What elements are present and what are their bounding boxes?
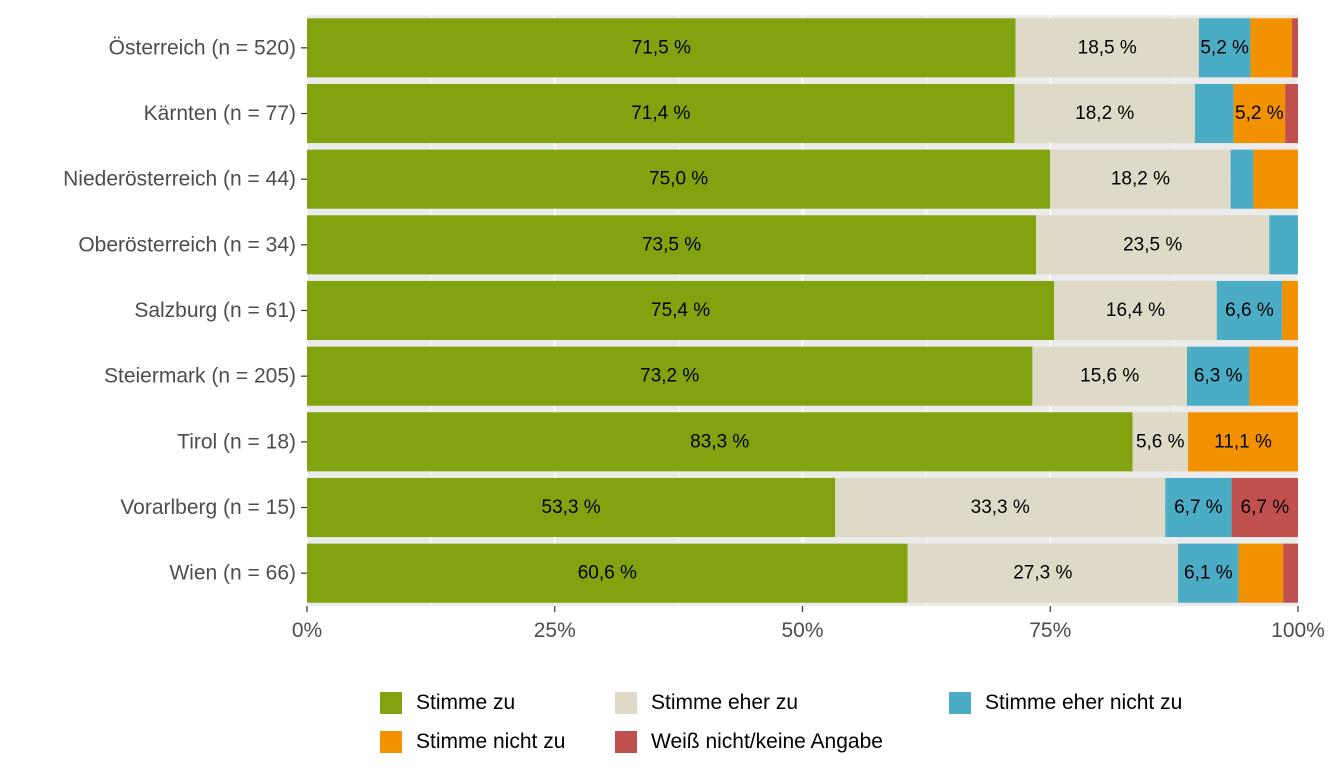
- legend-swatch: [615, 692, 637, 714]
- bar-segment: [307, 280, 1055, 341]
- bar-segment: [1165, 477, 1232, 538]
- bar-segment: [1216, 280, 1283, 341]
- bar-segment: [1285, 83, 1298, 144]
- bar-value-label: 6,6 %: [1225, 300, 1274, 321]
- legend-item-weiss-nicht: Weiß nicht/keine Angabe: [615, 727, 883, 757]
- bar-segment: [1230, 149, 1254, 209]
- bar-segment: [1014, 83, 1195, 144]
- category-label: Österreich (n = 520): [109, 36, 296, 59]
- bar-segment: [307, 83, 1015, 144]
- bar-segment: [307, 346, 1033, 406]
- bar-value-label: 5,2 %: [1235, 103, 1284, 124]
- category-label: Oberösterreich (n = 34): [78, 233, 296, 256]
- bar-segment: [1233, 83, 1286, 144]
- bar-segment: [1283, 543, 1298, 603]
- bar-value-label: 53,3 %: [542, 497, 601, 518]
- bar-segment: [1292, 18, 1298, 78]
- bar-segment: [307, 215, 1037, 275]
- legend-label: Stimme eher nicht zu: [985, 691, 1183, 714]
- bar-value-label: 16,4 %: [1106, 300, 1165, 321]
- legend-swatch: [949, 692, 971, 714]
- bar-value-label: 5,2 %: [1200, 37, 1249, 58]
- category-label: Salzburg (n = 61): [134, 299, 296, 322]
- legend: Stimme zu Stimme eher zu Stimme eher nic…: [380, 688, 1280, 758]
- category-label: Vorarlberg (n = 15): [120, 496, 296, 519]
- bar-segment: [1036, 215, 1270, 275]
- bar-segment: [1253, 149, 1298, 209]
- bar-segment: [1250, 18, 1293, 78]
- bar-segment: [1238, 543, 1284, 603]
- legend-item-stimme-eher-nicht-zu: Stimme eher nicht zu: [949, 688, 1182, 718]
- bar-segment: [907, 543, 1179, 603]
- bar-value-label: 83,3 %: [690, 431, 749, 452]
- bar-segment: [835, 477, 1166, 538]
- bar-value-label: 6,7 %: [1241, 497, 1290, 518]
- category-label: Steiermark (n = 205): [104, 365, 296, 388]
- legend-swatch: [380, 692, 402, 714]
- legend-swatch: [380, 731, 402, 753]
- bar-value-label: 71,4 %: [631, 103, 690, 124]
- legend-label: Stimme eher zu: [651, 691, 799, 714]
- bar-value-label: 23,5 %: [1123, 234, 1182, 255]
- category-label: Tirol (n = 18): [177, 430, 296, 453]
- bar-segment: [1178, 543, 1239, 603]
- bar-segment: [1198, 18, 1251, 78]
- bar-segment: [1050, 149, 1231, 209]
- bar-value-label: 27,3 %: [1013, 563, 1072, 584]
- bar-value-label: 33,3 %: [971, 497, 1030, 518]
- bar-segment: [1187, 412, 1298, 472]
- bar-segment: [1249, 346, 1298, 406]
- bar-segment: [1194, 83, 1234, 144]
- bar-value-label: 6,1 %: [1184, 563, 1233, 584]
- bar-segment: [1269, 215, 1298, 275]
- bar-segment: [307, 412, 1133, 472]
- bar-value-label: 75,4 %: [651, 300, 710, 321]
- legend-swatch: [615, 731, 637, 753]
- legend-item-stimme-nicht-zu: Stimme nicht zu: [380, 727, 565, 757]
- bar-labels: 71,5 % 18,5 % 5,2 % 71,4 % 18,2 % 5,2 % 75,0 %…: [542, 37, 1290, 583]
- bar-value-label: 75,0 %: [649, 169, 708, 190]
- legend-label: Stimme nicht zu: [416, 730, 566, 753]
- legend-label: Weiß nicht/keine Angabe: [651, 730, 883, 753]
- y-axis: Österreich (n = 520) Kärnten (n = 77) Nied…: [63, 36, 307, 585]
- bar-value-label: 71,5 %: [632, 37, 691, 58]
- category-label: Wien (n = 66): [169, 562, 296, 585]
- bar-segment: [307, 18, 1016, 78]
- bar-segment: [1187, 346, 1250, 406]
- bar-segment: [307, 543, 908, 603]
- bar-segment: [1132, 412, 1188, 472]
- bar-value-label: 6,3 %: [1194, 366, 1243, 387]
- x-tick-label: 100%: [1271, 619, 1325, 642]
- legend-item-stimme-eher-zu: Stimme eher zu: [615, 688, 798, 718]
- bar-value-label: 11,1 %: [1214, 431, 1272, 452]
- bar-value-label: 73,5 %: [642, 234, 701, 255]
- x-tick-label: 75%: [1029, 619, 1071, 642]
- legend-item-stimme-zu: Stimme zu: [380, 688, 515, 718]
- category-label: Kärnten (n = 77): [144, 102, 296, 125]
- bars: [307, 18, 1298, 603]
- bar-segment: [307, 149, 1051, 209]
- stacked-bar-chart: 71,5 % 18,5 % 5,2 % 71,4 % 18,2 % 5,2 % 75,0 %…: [63, 15, 1325, 642]
- bar-segment: [1015, 18, 1199, 78]
- bar-segment: [1231, 477, 1298, 538]
- bar-value-label: 73,2 %: [640, 366, 699, 387]
- bar-segment: [307, 477, 836, 538]
- bar-value-label: 6,7 %: [1174, 497, 1223, 518]
- x-tick-label: 25%: [534, 619, 576, 642]
- x-tick-label: 50%: [781, 619, 823, 642]
- bar-value-label: 18,2 %: [1111, 169, 1170, 190]
- bar-value-label: 18,2 %: [1075, 103, 1134, 124]
- bar-value-label: 60,6 %: [578, 563, 637, 584]
- x-tick-label: 0%: [292, 619, 322, 642]
- bar-segment: [1032, 346, 1188, 406]
- bar-segment: [1054, 280, 1217, 341]
- category-label: Niederösterreich (n = 44): [63, 168, 296, 191]
- x-axis: 0% 25% 50% 75% 100%: [292, 606, 1325, 642]
- legend-label: Stimme zu: [416, 691, 516, 714]
- bar-value-label: 15,6 %: [1080, 366, 1139, 387]
- bar-value-label: 18,5 %: [1078, 37, 1137, 58]
- bar-segment: [1282, 280, 1298, 341]
- bar-value-label: 5,6 %: [1136, 431, 1185, 452]
